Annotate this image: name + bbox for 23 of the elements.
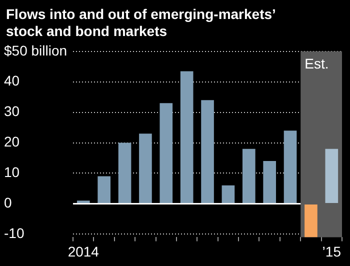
- bar: [325, 148, 338, 203]
- y-tick-label: 10: [4, 164, 20, 180]
- bar: [284, 130, 297, 203]
- y-tick-label: 30: [4, 103, 20, 120]
- bar: [304, 204, 318, 238]
- y-tick-label: 20: [4, 134, 20, 150]
- bar: [118, 142, 132, 203]
- y-tick-label: $50 billion: [4, 42, 68, 58]
- annotation: Est.: [304, 55, 329, 72]
- bar: [201, 100, 214, 203]
- bar: [160, 103, 173, 203]
- bar: [242, 148, 256, 203]
- chart-title: Flows into and out of emerging-markets’ stock and bond markets: [5, 5, 276, 40]
- x-tick-label: ’15: [322, 243, 342, 260]
- bar: [222, 185, 235, 203]
- x-tick-label: 2014: [68, 243, 100, 260]
- bar: [180, 71, 194, 203]
- bar: [98, 176, 110, 203]
- y-tick-label: 0: [4, 194, 12, 211]
- y-tick-label: 40: [4, 72, 20, 89]
- bar: [139, 134, 152, 203]
- bar: [263, 161, 276, 203]
- y-tick-label: -10: [4, 225, 24, 242]
